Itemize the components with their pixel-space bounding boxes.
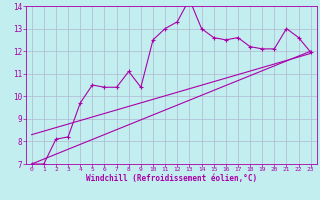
- X-axis label: Windchill (Refroidissement éolien,°C): Windchill (Refroidissement éolien,°C): [86, 174, 257, 183]
